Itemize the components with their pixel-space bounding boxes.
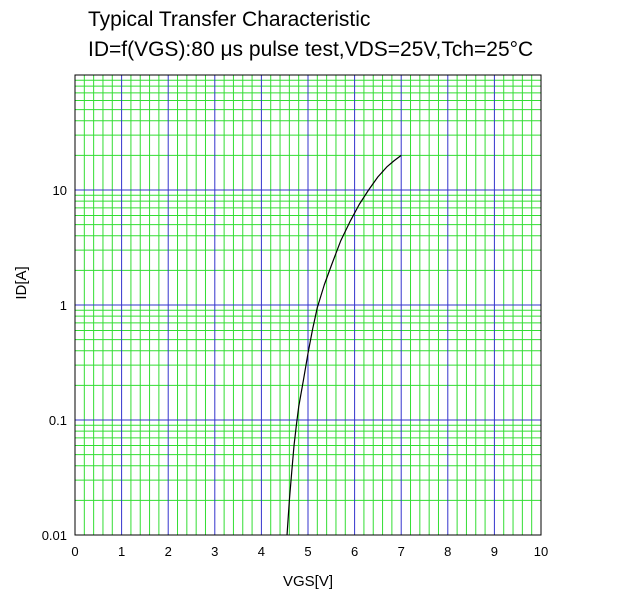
series-line-0 xyxy=(286,154,402,536)
x-tick-label: 9 xyxy=(491,544,498,559)
series-layer xyxy=(286,154,402,536)
x-axis-label: VGS[V] xyxy=(283,573,333,590)
x-tick-label: 8 xyxy=(444,544,451,559)
x-tick-labels: 0 1 2 3 4 5 6 7 8 9 10 xyxy=(71,544,548,559)
major-grid xyxy=(75,75,541,535)
x-tick-label: 4 xyxy=(258,544,265,559)
y-axis-label: ID[A] xyxy=(13,266,30,299)
x-tick-label: 10 xyxy=(534,544,548,559)
x-tick-label: 6 xyxy=(351,544,358,559)
x-tick-label: 1 xyxy=(118,544,125,559)
y-tick-labels: 0.01 0.1 1 10 xyxy=(42,183,67,543)
plot-frame xyxy=(74,74,542,536)
x-tick-label: 5 xyxy=(304,544,311,559)
x-tick-label: 7 xyxy=(398,544,405,559)
y-tick-label: 0.01 xyxy=(42,528,67,543)
x-tick-label: 0 xyxy=(71,544,78,559)
x-tick-label: 2 xyxy=(165,544,172,559)
y-tick-label: 1 xyxy=(60,298,67,313)
chart-subtitle: ID=f(VGS):80 μs pulse test,VDS=25V,Tch=2… xyxy=(88,38,533,61)
chart-title: Typical Transfer Characteristic xyxy=(88,8,370,31)
x-tick-label: 3 xyxy=(211,544,218,559)
y-tick-label: 0.1 xyxy=(49,413,67,428)
y-tick-label: 10 xyxy=(53,183,67,198)
